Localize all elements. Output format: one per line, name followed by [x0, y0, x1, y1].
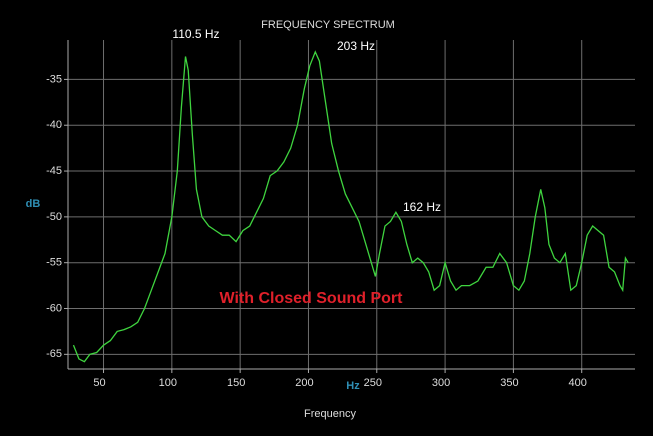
x-tick-label: 400: [569, 377, 587, 389]
x-axis-unit: Hz: [346, 380, 360, 392]
x-tick-label: 100: [159, 377, 177, 389]
chart-title: FREQUENCY SPECTRUM: [261, 19, 395, 31]
y-tick-label: -55: [46, 257, 62, 269]
y-axis-label: dB: [26, 198, 41, 210]
data-line: [72, 50, 629, 363]
y-tick-label: -50: [46, 211, 62, 223]
y-tick-label: -45: [46, 165, 62, 177]
x-tick-label: 150: [227, 377, 245, 389]
x-tick-label: 250: [364, 377, 382, 389]
annotation: 203 Hz: [337, 39, 375, 53]
x-axis-label: Frequency: [304, 408, 356, 420]
y-tick-label: -40: [46, 119, 62, 131]
x-tick-label: 300: [432, 377, 450, 389]
x-tick-label: 350: [500, 377, 518, 389]
annotation: 162 Hz: [403, 200, 441, 214]
y-tick-label: -35: [46, 73, 62, 85]
y-tick-label: -65: [46, 348, 62, 360]
x-tick-label: 200: [295, 377, 313, 389]
x-tick-label: 50: [93, 377, 105, 389]
annotation: With Closed Sound Port: [220, 290, 404, 307]
annotation: 110.5 Hz: [172, 27, 219, 41]
y-tick-label: -60: [46, 302, 62, 314]
